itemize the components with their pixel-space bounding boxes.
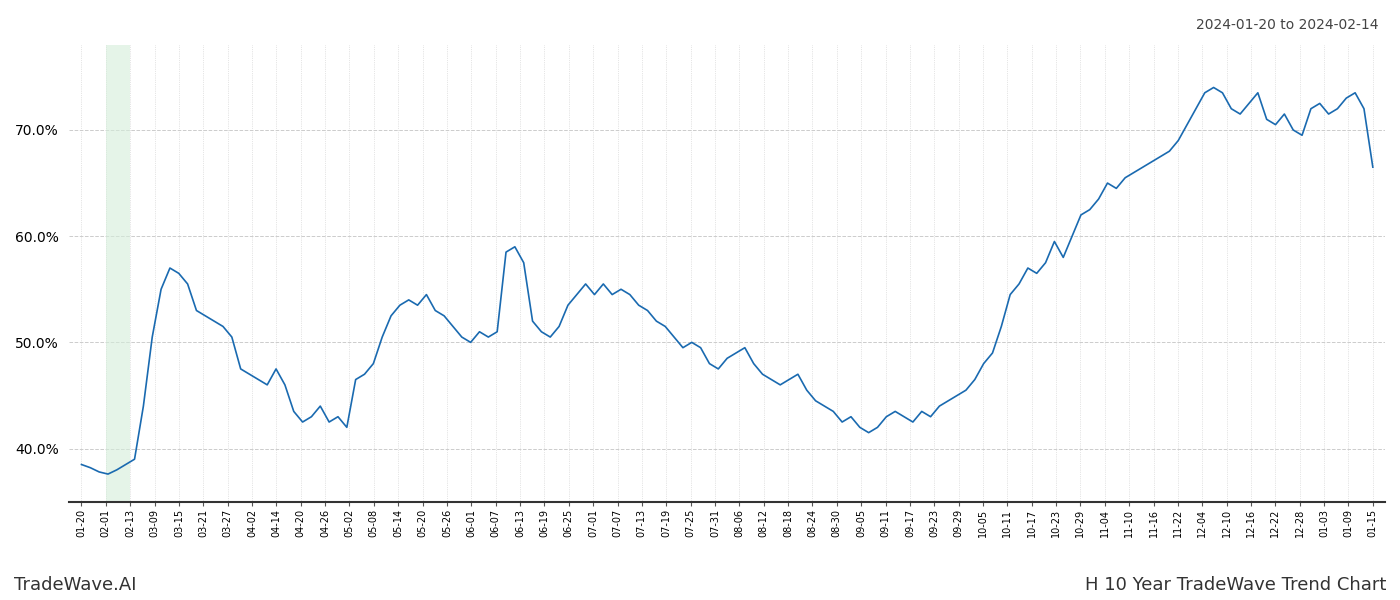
Text: 2024-01-20 to 2024-02-14: 2024-01-20 to 2024-02-14: [1197, 18, 1379, 32]
Text: H 10 Year TradeWave Trend Chart: H 10 Year TradeWave Trend Chart: [1085, 576, 1386, 594]
Text: TradeWave.AI: TradeWave.AI: [14, 576, 137, 594]
Bar: [106, 45, 130, 502]
